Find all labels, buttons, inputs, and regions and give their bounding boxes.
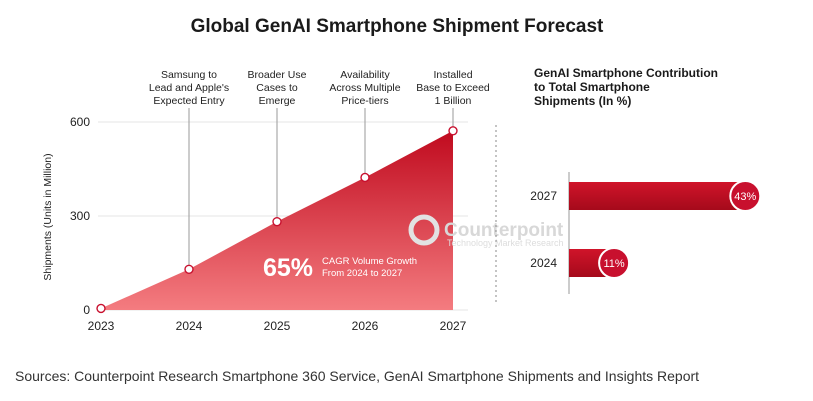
data-point — [96, 303, 106, 314]
watermark-name: Counterpoint — [444, 220, 564, 241]
x-tick-label: 2023 — [88, 319, 115, 333]
annotation-text: Price-tiers — [341, 95, 388, 107]
bar-chart-title: GenAI Smartphone Contribution — [534, 66, 718, 80]
cagr-value: 65% — [263, 254, 313, 282]
annotation-text: Availability — [340, 69, 390, 81]
y-axis-label: Shipments (Units in Million) — [42, 153, 54, 280]
source-note: Sources: Counterpoint Research Smartphon… — [15, 368, 700, 384]
cagr-label: CAGR Volume Growth — [322, 256, 417, 267]
annotation-text: 1 Billion — [435, 95, 472, 107]
annotation-text: Base to Exceed — [416, 82, 490, 94]
watermark: Counterpoint Technology Market Research — [408, 214, 564, 248]
annotation-text: Samsung to — [161, 69, 217, 81]
annotation-text: Broader Use — [248, 69, 307, 81]
data-point — [184, 264, 194, 274]
data-point — [360, 172, 370, 183]
shipment-area-chart: 0 300 600 Shipments (Units in Million) Samsu… — [42, 69, 490, 333]
annotation-text: Emerge — [259, 95, 296, 107]
data-point — [448, 126, 458, 136]
x-tick-label: 2024 — [176, 319, 203, 333]
bar-end-badge — [729, 180, 762, 212]
y-tick-label: 300 — [70, 209, 90, 223]
bar-value-label: 43% — [734, 191, 756, 203]
bar-category-label: 2027 — [530, 189, 557, 203]
annotation-text: Across Multiple — [329, 82, 400, 94]
x-tick-label: 2025 — [264, 319, 291, 333]
bar-category-label: 2024 — [530, 256, 557, 270]
watermark-logo-icon — [408, 214, 440, 246]
area-series — [101, 130, 453, 310]
annotation-text: Lead and Apple's — [149, 82, 229, 94]
y-tick-label: 600 — [70, 115, 90, 129]
bar — [569, 182, 746, 210]
bar-chart-title: to Total Smartphone — [534, 80, 650, 94]
bar-chart-title: Shipments (In %) — [534, 94, 631, 108]
annotation-text: Expected Entry — [153, 95, 225, 107]
watermark-tagline: Technology Market Research — [447, 238, 564, 248]
chart-title: Global GenAI Smartphone Shipment Forecas… — [191, 16, 604, 37]
cagr-label: From 2024 to 2027 — [322, 268, 402, 279]
annotation-text: Cases to — [256, 82, 298, 94]
annotation-text: Installed — [433, 69, 472, 81]
x-tick-label: 2027 — [440, 319, 467, 333]
bar-value-label: 11% — [603, 258, 624, 270]
bar-end-badge — [598, 247, 631, 279]
x-tick-label: 2026 — [352, 319, 379, 333]
y-tick-label: 0 — [83, 303, 90, 317]
data-point — [272, 216, 282, 227]
